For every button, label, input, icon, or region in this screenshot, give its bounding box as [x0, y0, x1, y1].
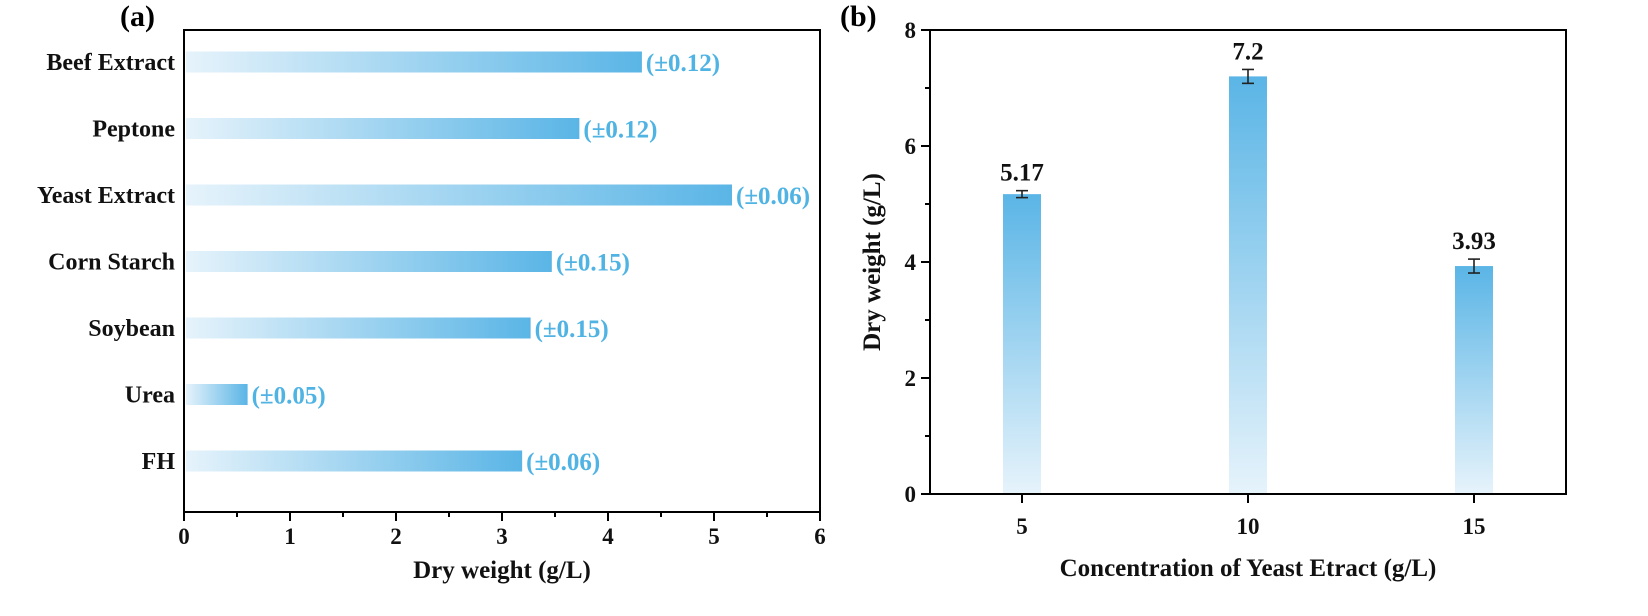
- panel-a-error-label: (±0.12): [646, 50, 720, 77]
- panel-a-x-tick-label: 2: [390, 524, 402, 549]
- panel-a-bar: [186, 51, 642, 73]
- panel-a-x-tick-label: 5: [708, 524, 720, 549]
- panel-a-x-tick-label: 3: [496, 524, 508, 549]
- panel-b-y-tick-label: 2: [905, 366, 917, 391]
- panel-a-category-label: Soybean: [88, 316, 175, 342]
- panel-b-value-label: 5.17: [1000, 160, 1044, 187]
- panel-b-y-axis-title: Dry weight (g/L): [859, 173, 886, 351]
- panel-b-bar: [1455, 266, 1493, 493]
- panel-a-category-label: Peptone: [92, 117, 175, 143]
- panel-a-label: (a): [120, 0, 155, 33]
- panel-a-bar: [186, 251, 552, 272]
- panel-b-bar: [1229, 76, 1267, 494]
- panel-b-y-tick-label: 0: [905, 482, 917, 507]
- panel-b-y-tick-label: 4: [905, 250, 917, 275]
- panel-a-bar: [186, 118, 580, 139]
- chart-panel-a: (a) Beef Extract (±0.12) Peptone (±0.12) Yea…: [37, 0, 826, 584]
- panel-b-x-tick-label: 10: [1237, 514, 1260, 539]
- panel-a-bar: [186, 184, 733, 206]
- panel-a-category-label: FH: [142, 449, 176, 475]
- panel-a-category-label: Yeast Extract: [37, 183, 175, 209]
- panel-a-x-tick-label: 4: [602, 524, 614, 549]
- panel-a-error-label: (±0.06): [526, 449, 600, 476]
- panel-b-bar: [1003, 194, 1041, 493]
- panel-b-value-label: 3.93: [1452, 228, 1496, 255]
- panel-b-y-tick-label: 6: [905, 134, 917, 159]
- panel-a-category-label: Beef Extract: [46, 50, 175, 76]
- panel-b-y-tick-label: 8: [905, 18, 917, 43]
- panel-b-value-label: 7.2: [1232, 38, 1263, 65]
- panel-a-x-tick-label: 0: [178, 524, 190, 549]
- panel-a-x-axis-title: Dry weight (g/L): [413, 557, 591, 584]
- panel-a-error-label: (±0.06): [736, 183, 810, 210]
- chart-panel-b: (b) 5.17 5 7.2 10 3.93 15 0 2 4 6 8 Concentration…: [840, 0, 1567, 582]
- panel-a-bar: [186, 450, 523, 472]
- panel-b-x-axis-title: Concentration of Yeast Etract (g/L): [1060, 555, 1437, 582]
- panel-a-error-label: (±0.05): [252, 383, 326, 410]
- panel-b-x-tick-label: 5: [1016, 514, 1028, 539]
- panel-a-error-label: (±0.12): [583, 117, 657, 144]
- panel-a-bar: [186, 317, 531, 339]
- panel-a-category-label: Urea: [125, 383, 175, 409]
- panel-a-x-tick-label: 1: [284, 524, 296, 549]
- panel-a-x-tick-label: 6: [814, 524, 826, 549]
- panel-a-category-label: Corn Starch: [48, 250, 175, 276]
- panel-a-error-label: (±0.15): [535, 316, 609, 343]
- panel-a-bar: [186, 384, 248, 405]
- panel-b-x-tick-label: 15: [1463, 514, 1486, 539]
- panel-a-error-label: (±0.15): [556, 250, 630, 277]
- panel-b-label: (b): [840, 0, 877, 33]
